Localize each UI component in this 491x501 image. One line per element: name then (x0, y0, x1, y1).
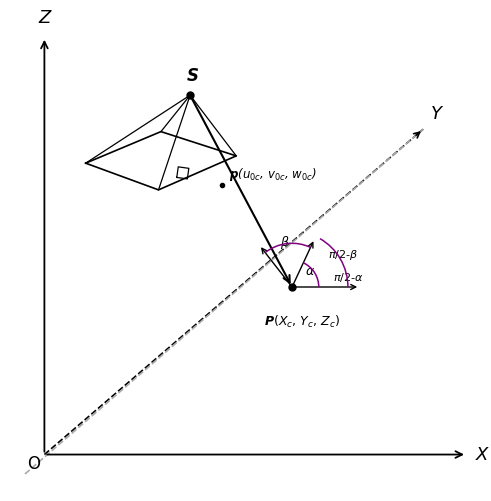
Text: S: S (187, 67, 198, 85)
Text: $\pi/2$-$\alpha$: $\pi/2$-$\alpha$ (333, 271, 364, 284)
Text: $\pi/2$-$\beta$: $\pi/2$-$\beta$ (328, 248, 358, 263)
Text: $\boldsymbol{P}$($X_c$, $Y_c$, $Z_c$): $\boldsymbol{P}$($X_c$, $Y_c$, $Z_c$) (264, 314, 340, 330)
Text: $\alpha$: $\alpha$ (305, 265, 316, 278)
Text: O: O (27, 455, 40, 473)
Text: Z: Z (38, 9, 51, 27)
Text: $\bfit{p}$($u_{0c}$, $v_{0c}$, $w_{0c}$): $\bfit{p}$($u_{0c}$, $v_{0c}$, $w_{0c}$) (229, 166, 317, 182)
Text: $\beta$: $\beta$ (280, 233, 290, 250)
Text: X: X (476, 445, 488, 463)
Text: Y: Y (431, 105, 441, 123)
